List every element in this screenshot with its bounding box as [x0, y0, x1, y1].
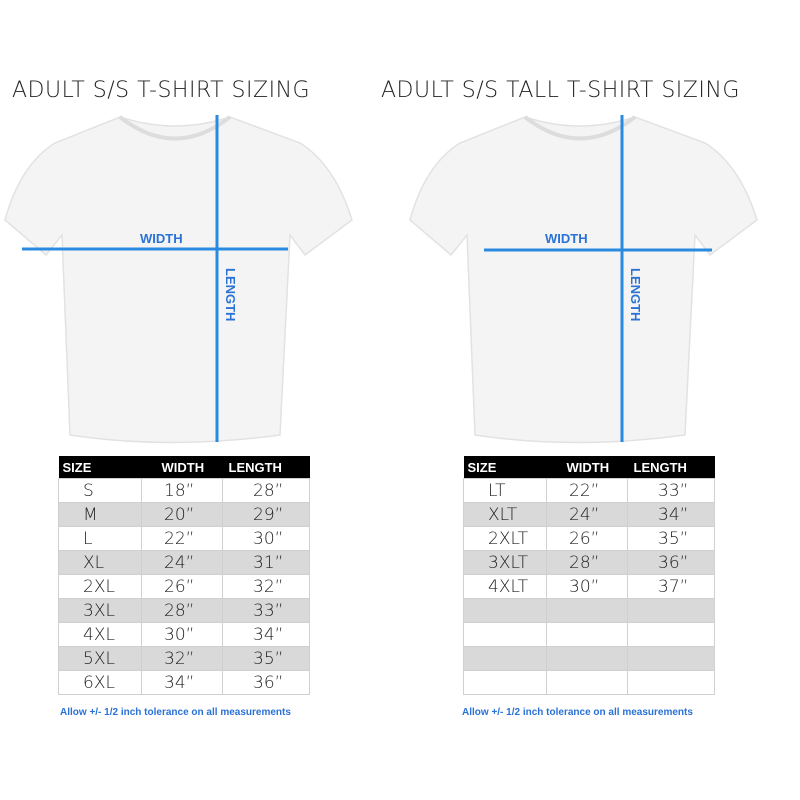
length-cell: 34”: [627, 502, 715, 527]
width-cell: [546, 646, 628, 671]
table-row: 2XL 26” 32”: [58, 574, 310, 599]
table-row: [463, 622, 715, 647]
width-label: WIDTH: [545, 231, 588, 246]
table-row: XLT 24” 34”: [463, 502, 715, 527]
width-cell: [546, 622, 628, 647]
length-cell: [627, 598, 715, 623]
table-row: [463, 598, 715, 623]
width-cell: 18”: [141, 478, 223, 503]
length-cell: 31”: [222, 550, 310, 575]
width-cell: [546, 670, 628, 695]
table-row: LT 22” 33”: [463, 478, 715, 503]
size-cell: 4XLT: [463, 574, 547, 599]
tall-size-table: SIZE WIDTH LENGTH LT 22” 33” XLT 24” 34” 2XLT 2…: [463, 456, 715, 695]
table-row: 3XL 28” 33”: [58, 598, 310, 623]
header-width: WIDTH: [141, 456, 223, 479]
header-length: LENGTH: [627, 456, 715, 479]
table-row: L 22” 30”: [58, 526, 310, 551]
length-cell: 35”: [222, 646, 310, 671]
table-row: 4XL 30” 34”: [58, 622, 310, 647]
table-row: 3XLT 28” 36”: [463, 550, 715, 575]
width-cell: 24”: [141, 550, 223, 575]
size-cell: 2XLT: [463, 526, 547, 551]
table-row: 2XLT 26” 35”: [463, 526, 715, 551]
table-row: XL 24” 31”: [58, 550, 310, 575]
size-cell: 4XL: [58, 622, 142, 647]
tshirt-image: [4, 115, 353, 444]
header-size: SIZE: [58, 456, 142, 479]
length-cell: 33”: [222, 598, 310, 623]
size-cell: S: [58, 478, 142, 503]
size-cell: 6XL: [58, 670, 142, 695]
width-cell: 30”: [546, 574, 628, 599]
length-cell: 34”: [222, 622, 310, 647]
header-length: LENGTH: [222, 456, 310, 479]
table-row: S 18” 28”: [58, 478, 310, 503]
size-cell: 2XL: [58, 574, 142, 599]
size-cell: [463, 598, 547, 623]
size-table: SIZE WIDTH LENGTH S 18” 28” M 20” 29” L 22” 30” X…: [58, 456, 310, 695]
tolerance-note: Allow +/- 1/2 inch tolerance on all meas…: [60, 707, 291, 718]
size-cell: M: [58, 502, 142, 527]
width-cell: 26”: [546, 526, 628, 551]
length-cell: [627, 646, 715, 671]
table-row: 6XL 34” 36”: [58, 670, 310, 695]
width-cell: 34”: [141, 670, 223, 695]
table-row: M 20” 29”: [58, 502, 310, 527]
length-cell: 30”: [222, 526, 310, 551]
length-label: LENGTH: [223, 268, 238, 322]
width-cell: 28”: [546, 550, 628, 575]
size-cell: 3XL: [58, 598, 142, 623]
header-width: WIDTH: [546, 456, 628, 479]
size-cell: [463, 622, 547, 647]
length-label: LENGTH: [628, 268, 643, 322]
table-row: 5XL 32” 35”: [58, 646, 310, 671]
width-cell: 24”: [546, 502, 628, 527]
length-cell: 32”: [222, 574, 310, 599]
length-cell: 36”: [627, 550, 715, 575]
width-cell: 22”: [141, 526, 223, 551]
left-title: ADULT S/S T-SHIRT SIZING: [12, 78, 311, 103]
size-cell: L: [58, 526, 142, 551]
length-cell: 29”: [222, 502, 310, 527]
length-cell: [627, 622, 715, 647]
size-cell: [463, 670, 547, 695]
right-title: ADULT S/S TALL T-SHIRT SIZING: [381, 78, 740, 103]
width-cell: 26”: [141, 574, 223, 599]
size-cell: LT: [463, 478, 547, 503]
width-cell: [546, 598, 628, 623]
size-cell: [463, 646, 547, 671]
width-cell: 32”: [141, 646, 223, 671]
table-row: [463, 670, 715, 695]
width-cell: 30”: [141, 622, 223, 647]
width-label: WIDTH: [140, 231, 183, 246]
length-cell: 37”: [627, 574, 715, 599]
length-cell: 33”: [627, 478, 715, 503]
tshirt-image: [409, 115, 758, 444]
size-cell: XLT: [463, 502, 547, 527]
length-cell: 35”: [627, 526, 715, 551]
table-row: [463, 646, 715, 671]
width-cell: 20”: [141, 502, 223, 527]
header-size: SIZE: [463, 456, 547, 479]
width-cell: 22”: [546, 478, 628, 503]
size-cell: 5XL: [58, 646, 142, 671]
size-cell: XL: [58, 550, 142, 575]
table-row: 4XLT 30” 37”: [463, 574, 715, 599]
length-cell: [627, 670, 715, 695]
tolerance-note: Allow +/- 1/2 inch tolerance on all meas…: [462, 707, 693, 718]
size-cell: 3XLT: [463, 550, 547, 575]
length-cell: 28”: [222, 478, 310, 503]
length-cell: 36”: [222, 670, 310, 695]
width-cell: 28”: [141, 598, 223, 623]
